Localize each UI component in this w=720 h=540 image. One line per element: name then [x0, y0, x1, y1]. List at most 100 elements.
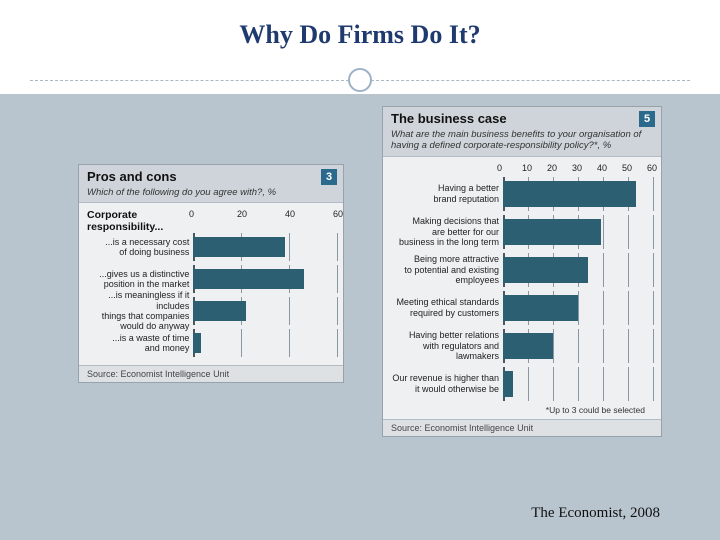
chart-row: Having better relationswith regulators a… [391, 329, 653, 363]
row-label: Having a betterbrand reputation [391, 183, 503, 204]
row-label: Having better relationswith regulators a… [391, 330, 503, 361]
chart-header: Pros and cons 3 [79, 165, 343, 187]
chart-badge: 5 [639, 111, 655, 127]
chart-body: 0102030405060 Having a betterbrand reput… [383, 157, 661, 419]
bar [193, 333, 200, 353]
chart-row: Having a betterbrand reputation [391, 177, 653, 211]
gridline [337, 233, 338, 261]
gridline [653, 215, 654, 249]
x-tick-label: 0 [189, 209, 194, 219]
row-plot [503, 253, 653, 287]
chart-business-case: The business case 5 What are the main bu… [382, 106, 662, 437]
chart-pros-and-cons: Pros and cons 3 Which of the following d… [78, 164, 344, 383]
row-plot [503, 367, 653, 401]
gridline [653, 329, 654, 363]
x-axis: 0204060 [195, 209, 335, 223]
gridline [653, 253, 654, 287]
divider-circle-icon [348, 68, 372, 92]
chart-rows: Having a betterbrand reputation Making de… [391, 177, 653, 401]
gridline [528, 367, 529, 401]
gridline [603, 291, 604, 325]
gridline [653, 177, 654, 211]
bar [503, 181, 636, 207]
gridline [289, 329, 290, 357]
gridline [628, 367, 629, 401]
gridline [578, 367, 579, 401]
row-plot [503, 177, 653, 211]
x-tick-label: 30 [572, 163, 582, 173]
axis-spacer [391, 163, 503, 177]
bar [193, 301, 246, 321]
bar [503, 295, 578, 321]
x-tick-label: 20 [547, 163, 557, 173]
row-plot [503, 291, 653, 325]
row-label: ...gives us a distinctiveposition in the… [87, 269, 193, 290]
row-plot [193, 329, 335, 357]
chart-row: ...gives us a distinctiveposition in the… [87, 265, 335, 293]
bar [193, 269, 303, 289]
chart-title: Pros and cons [87, 169, 177, 184]
gridline [628, 215, 629, 249]
row-plot [503, 215, 653, 249]
chart-header: The business case 5 [383, 107, 661, 129]
gridline [603, 215, 604, 249]
x-tick-label: 40 [285, 209, 295, 219]
row-label: ...is a necessary costof doing business [87, 237, 193, 258]
chart-row: ...is a necessary costof doing business [87, 233, 335, 261]
x-tick-label: 40 [597, 163, 607, 173]
x-tick-label: 60 [333, 209, 343, 219]
chart-row: Making decisions thatare better for ourb… [391, 215, 653, 249]
attribution: The Economist, 2008 [531, 505, 660, 522]
chart-row: Being more attractiveto potential and ex… [391, 253, 653, 287]
chart-source: Source: Economist Intelligence Unit [383, 419, 661, 436]
row-label: Meeting ethical standardsrequired by cus… [391, 297, 503, 318]
row-plot [193, 233, 335, 261]
bar [503, 257, 588, 283]
chart-footnote: *Up to 3 could be selected [391, 405, 653, 415]
row-label: Being more attractiveto potential and ex… [391, 254, 503, 285]
chart-badge: 3 [321, 169, 337, 185]
chart-rows: ...is a necessary costof doing business.… [87, 233, 335, 357]
row-label: Our revenue is higher thanit would other… [391, 373, 503, 394]
bar [503, 219, 601, 245]
gridline [241, 329, 242, 357]
gridline [337, 297, 338, 325]
x-tick-label: 0 [497, 163, 502, 173]
row-label: ...is a waste of timeand money [87, 333, 193, 354]
gridline [603, 329, 604, 363]
gridline [337, 329, 338, 357]
gridline [653, 367, 654, 401]
chart-title: The business case [391, 111, 507, 126]
x-tick-label: 20 [237, 209, 247, 219]
row-label: ...is meaningless if it includesthings t… [87, 290, 193, 331]
chart-body: Corporate responsibility... 0 20 40 60 ...i… [79, 203, 343, 365]
x-tick-label: 10 [522, 163, 532, 173]
bar [193, 237, 284, 257]
gridline [603, 253, 604, 287]
row-plot [503, 329, 653, 363]
row-plot [193, 265, 335, 293]
gridline [553, 329, 554, 363]
gridline [578, 291, 579, 325]
bar [503, 371, 513, 397]
gridline [578, 329, 579, 363]
chart-subtitle: What are the main business benefits to y… [383, 129, 661, 157]
chart-source: Source: Economist Intelligence Unit [79, 365, 343, 382]
gridline [289, 297, 290, 325]
bar [503, 333, 553, 359]
gridline [603, 367, 604, 401]
gridline [289, 233, 290, 261]
x-axis: 0102030405060 [503, 163, 653, 177]
row-plot [193, 297, 335, 325]
gridline [337, 265, 338, 293]
slide-title: Why Do Firms Do It? [0, 0, 720, 50]
gridline [628, 291, 629, 325]
chart-row: Meeting ethical standardsrequired by cus… [391, 291, 653, 325]
row-label: Making decisions thatare better for ourb… [391, 216, 503, 247]
chart-row: Our revenue is higher thanit would other… [391, 367, 653, 401]
chart-stub: Corporate responsibility... [87, 209, 195, 233]
x-tick-label: 50 [622, 163, 632, 173]
gridline [653, 291, 654, 325]
chart-subtitle: Which of the following do you agree with… [79, 187, 343, 203]
gridline [628, 329, 629, 363]
